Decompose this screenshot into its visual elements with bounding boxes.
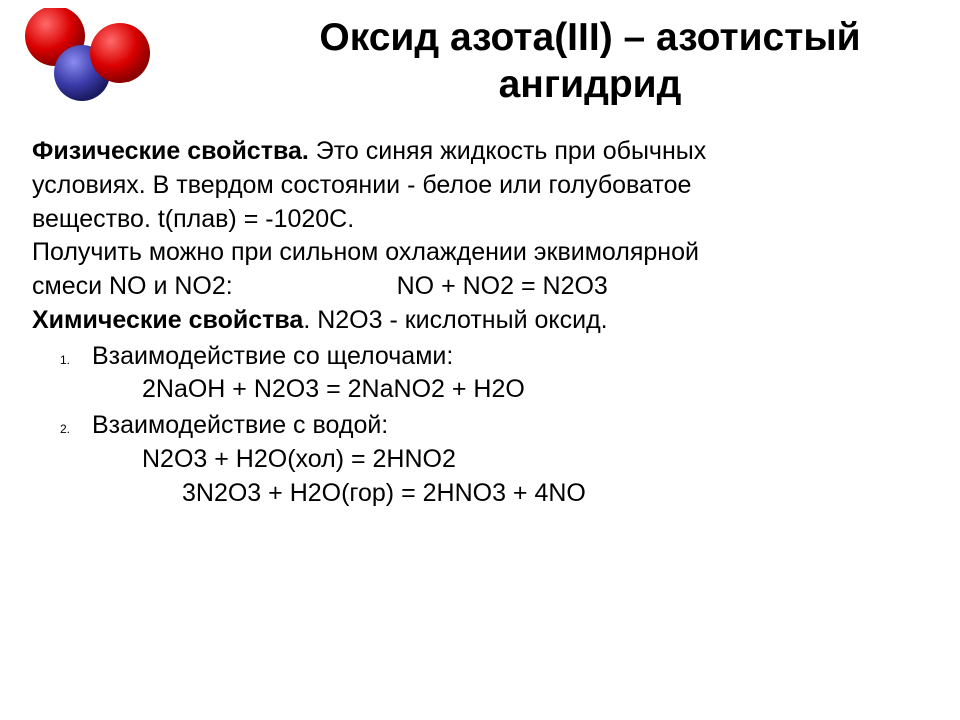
molecule-svg [20,8,160,118]
chem-text: . N2O3 - кислотный оксид. [303,306,607,334]
page-title: Оксид азота(III) – азотистый ангидрид [260,15,920,109]
list-item-1: 1. Взаимодействие со щелочами: [32,340,920,374]
list-number: 2. [32,421,92,437]
list-label: Взаимодействие с водой: [92,409,388,443]
chem-properties-line: Химические свойства. N2O3 - кислотный ок… [32,304,920,338]
equation-2-2: 3N2O3 + H2O(гор) = 2HNO3 + 4NO [32,477,920,511]
list-label: Взаимодействие со щелочами: [92,340,453,374]
equation-2-1: N2O3 + H2O(хол) = 2HNO2 [32,443,920,477]
body-line-2: вещество. t(плав) = -1020С. [32,203,920,237]
phys-properties-line: Физические свойства. Это синяя жидкость … [32,135,920,169]
phys-text: Это синяя жидкость при обычных [309,137,706,165]
equation-1-1: 2NaOH + N2O3 = 2NaNO2 + H2O [32,373,920,407]
phys-label: Физические свойства. [32,137,309,165]
mix-line: смеси NO и NO2: NO + NO2 = N2O3 [32,270,920,304]
mix-text-a: смеси NO и NO2: [32,272,233,300]
body-line-1: условиях. В твердом состоянии - белое ил… [32,169,920,203]
molecule-diagram [20,8,160,118]
list-item-2: 2. Взаимодействие с водой: [32,409,920,443]
chem-label: Химические свойства [32,306,303,334]
mix-text-b: NO + NO2 = N2O3 [397,272,608,300]
body-line-3: Получить можно при сильном охлаждении эк… [32,236,920,270]
list-number: 1. [32,352,92,368]
content-area: Физические свойства. Это синяя жидкость … [32,135,920,510]
